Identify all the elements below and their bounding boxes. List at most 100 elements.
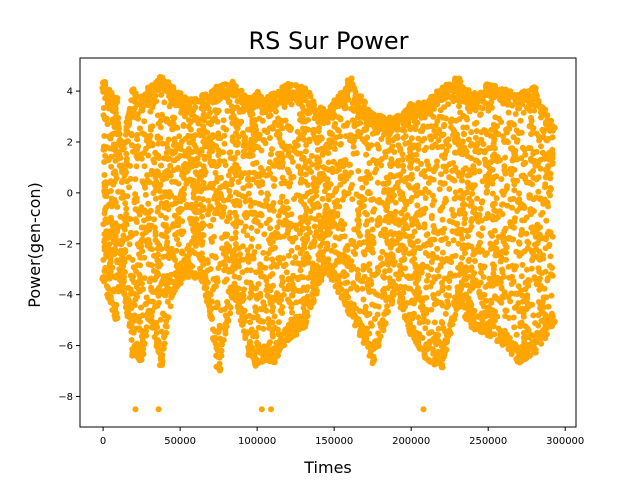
data-point	[462, 215, 468, 222]
data-point	[289, 158, 296, 165]
data-point	[197, 255, 204, 262]
data-point	[461, 144, 468, 151]
data-point	[439, 284, 446, 291]
data-point	[180, 175, 187, 182]
data-point	[130, 273, 137, 280]
data-point	[247, 289, 254, 296]
data-point	[397, 191, 404, 197]
data-point	[166, 189, 173, 195]
data-point	[284, 166, 291, 173]
data-point	[261, 127, 268, 134]
data-point	[250, 130, 257, 137]
data-point	[154, 262, 161, 269]
data-point	[456, 103, 462, 110]
data-point	[471, 258, 478, 264]
data-point	[310, 98, 317, 105]
data-point	[289, 238, 296, 245]
data-point	[278, 282, 285, 289]
data-point	[287, 223, 294, 230]
data-point	[242, 223, 249, 230]
data-point	[102, 116, 109, 123]
data-point	[227, 304, 234, 311]
data-point	[232, 241, 239, 247]
data-point	[500, 238, 507, 245]
data-point	[537, 195, 544, 202]
data-point	[318, 119, 325, 126]
data-point	[285, 296, 291, 303]
data-point	[487, 145, 494, 152]
data-point	[302, 148, 309, 155]
data-point	[297, 179, 304, 186]
data-point	[263, 287, 270, 294]
data-point	[375, 143, 382, 150]
data-point	[147, 126, 154, 133]
data-point	[147, 207, 154, 214]
data-point	[475, 159, 482, 166]
data-point	[429, 346, 436, 353]
data-point	[269, 327, 276, 334]
data-point	[107, 188, 114, 194]
data-point	[438, 256, 445, 263]
data-point	[138, 107, 145, 114]
data-point	[414, 165, 421, 172]
data-point	[286, 123, 293, 130]
data-point	[424, 123, 431, 130]
data-point	[468, 243, 475, 250]
data-point	[325, 159, 332, 166]
data-point	[440, 163, 447, 170]
data-point	[293, 313, 300, 320]
data-point	[365, 343, 372, 350]
data-point	[266, 320, 273, 327]
data-point	[132, 176, 139, 183]
data-point	[312, 233, 318, 240]
data-point	[162, 215, 169, 221]
data-point	[297, 267, 304, 274]
data-point	[406, 250, 413, 257]
data-point	[476, 248, 483, 255]
data-point	[434, 158, 440, 165]
data-point	[279, 159, 286, 166]
data-point	[476, 168, 483, 175]
data-point	[123, 205, 130, 212]
data-point	[478, 269, 484, 276]
data-point	[285, 282, 292, 289]
data-point	[477, 239, 483, 246]
data-point	[180, 123, 187, 129]
data-point	[268, 264, 275, 270]
data-point	[531, 107, 538, 114]
data-point	[233, 123, 240, 130]
data-point	[166, 103, 173, 110]
data-point	[178, 229, 184, 236]
data-point	[249, 235, 255, 242]
data-point	[221, 132, 228, 139]
data-point	[549, 150, 556, 157]
data-point	[234, 98, 241, 105]
data-point	[225, 196, 232, 203]
data-point	[206, 134, 213, 141]
data-point	[459, 293, 466, 300]
data-point	[244, 247, 251, 254]
data-point	[259, 179, 265, 185]
data-point	[544, 168, 551, 175]
data-point	[210, 276, 217, 282]
data-point	[235, 191, 242, 198]
data-point	[283, 198, 290, 205]
data-point	[454, 220, 461, 227]
data-point	[282, 217, 289, 224]
data-point	[261, 274, 268, 280]
data-point	[311, 134, 318, 141]
data-point	[425, 272, 432, 279]
data-point	[356, 133, 363, 140]
data-point	[429, 279, 436, 286]
data-point	[168, 201, 175, 208]
data-point	[196, 232, 203, 239]
data-point	[527, 145, 534, 152]
data-point	[251, 249, 258, 255]
data-point	[145, 99, 151, 105]
data-point	[265, 316, 272, 323]
data-point	[420, 123, 427, 130]
data-point	[434, 254, 440, 261]
data-point	[514, 156, 520, 163]
data-point	[267, 170, 273, 177]
data-point	[137, 208, 144, 215]
